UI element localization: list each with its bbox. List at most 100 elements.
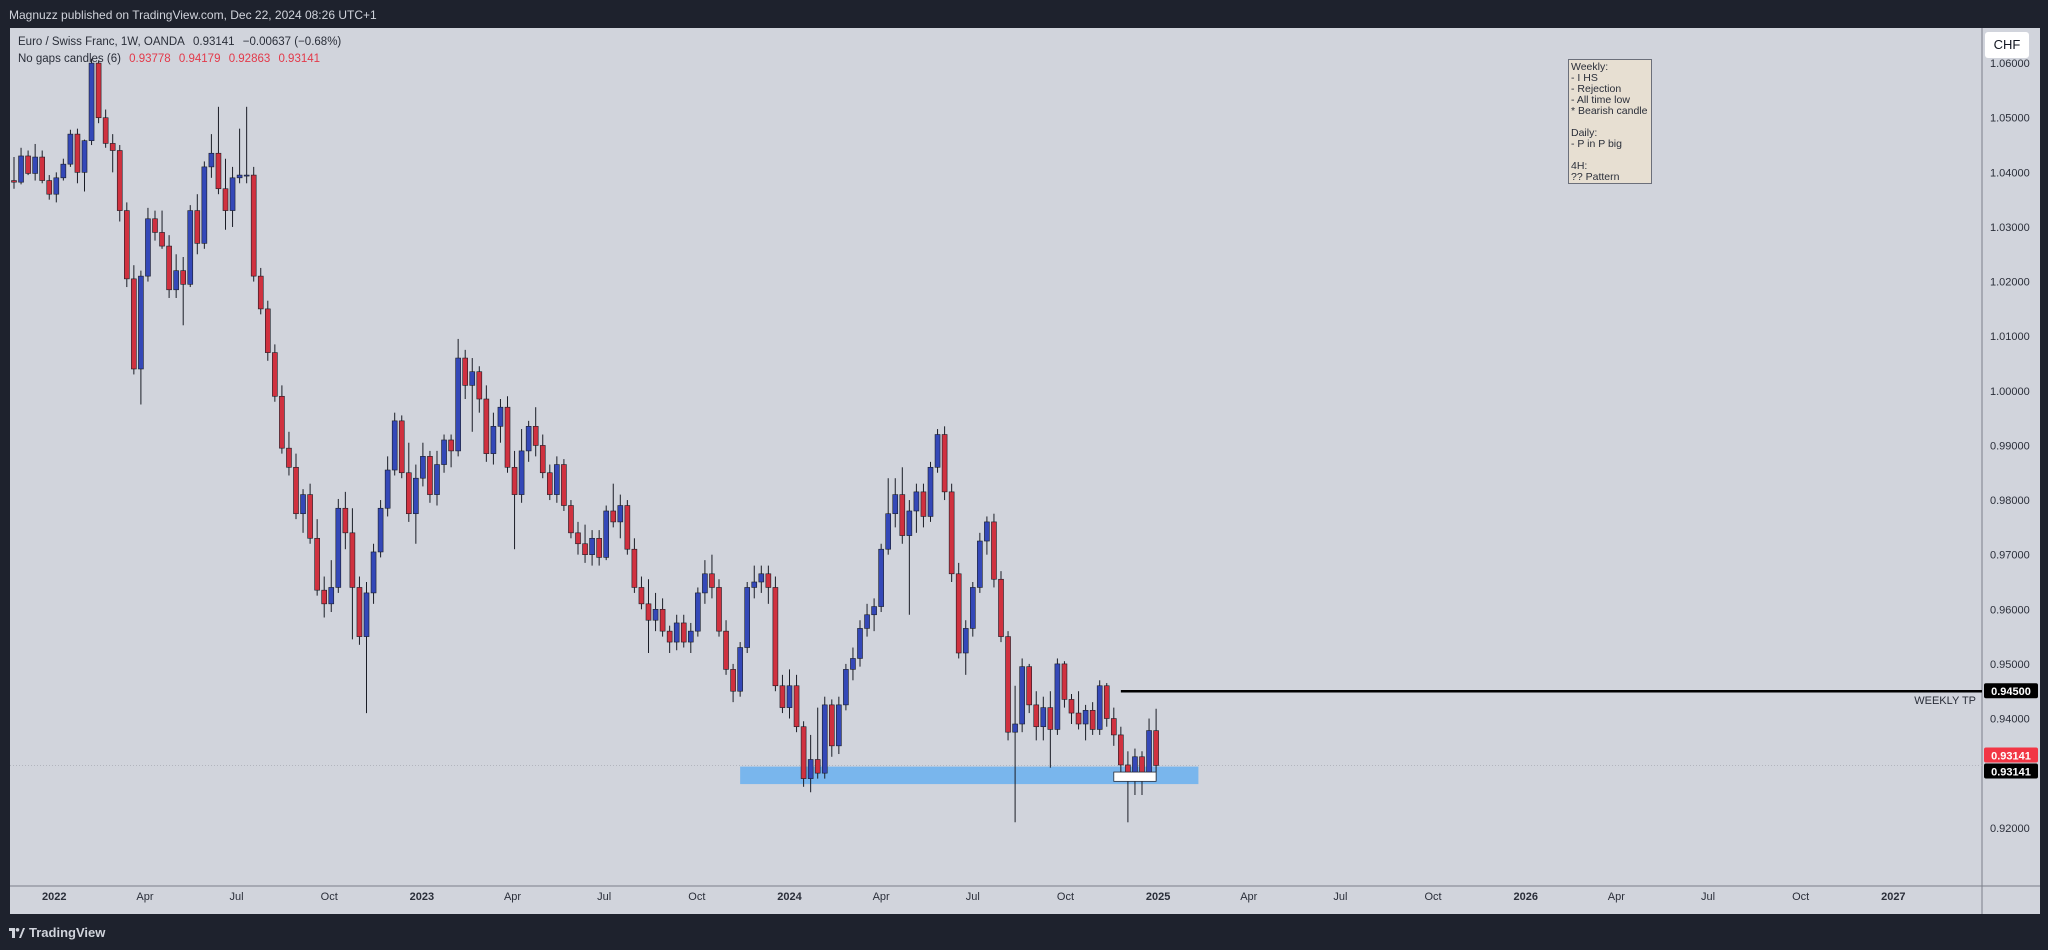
bullish-candle — [173, 270, 179, 291]
tp-price-label-box — [1984, 683, 2038, 699]
price-tick-label: 0.95000 — [1990, 659, 2030, 671]
price-tick-label: 0.97000 — [1990, 550, 2030, 562]
bullish-candle — [786, 685, 793, 708]
bearish-candle — [800, 726, 807, 779]
bearish-candle — [448, 439, 454, 452]
bearish-candle — [349, 532, 356, 588]
bullish-candle — [850, 658, 856, 670]
time-tick-label: Oct — [1425, 891, 1442, 903]
bearish-candle — [730, 669, 736, 692]
bearish-candle — [610, 510, 617, 523]
price-tick-label: 0.98000 — [1990, 495, 2030, 507]
bearish-candle — [166, 245, 172, 291]
bullish-candle — [962, 628, 969, 654]
time-tick-label: Oct — [321, 891, 338, 903]
bearish-candle — [779, 685, 786, 708]
bullish-candle — [695, 592, 701, 632]
bullish-candle — [843, 669, 849, 706]
bullish-candle — [420, 456, 426, 479]
bullish-candle — [977, 540, 983, 588]
time-tick-label: Oct — [1057, 891, 1074, 903]
bearish-candle — [109, 143, 116, 151]
symbol-name[interactable]: Euro / Swiss Franc, 1W, OANDA — [18, 36, 185, 48]
bearish-candle — [180, 270, 186, 285]
bearish-candle — [222, 188, 229, 211]
bearish-candle — [1068, 699, 1075, 714]
bearish-candle — [1061, 663, 1068, 700]
bullish-candle — [1054, 663, 1061, 730]
bullish-candle — [525, 426, 532, 452]
chart-legend: Euro / Swiss Franc, 1W, OANDA 0.93141 −0… — [18, 34, 346, 68]
brand-name: TradingView — [29, 925, 106, 940]
time-tick-label: Apr — [1608, 891, 1625, 903]
bullish-candle — [377, 507, 384, 553]
weekly-tp-label: WEEKLY TP — [1914, 695, 1976, 707]
bearish-candle — [659, 608, 666, 632]
bearish-candle — [1075, 712, 1082, 725]
tradingview-logo[interactable]: TradingView — [9, 925, 105, 940]
bearish-candle — [1111, 718, 1117, 736]
bearish-candle — [74, 133, 81, 173]
price-tick-label: 0.92000 — [1990, 823, 2030, 835]
bullish-candle — [554, 464, 560, 495]
bullish-candle — [758, 573, 765, 583]
bullish-candle — [603, 510, 610, 558]
bearish-candle — [286, 447, 292, 468]
time-tick-label: 2025 — [1146, 891, 1170, 903]
time-tick-label: 2024 — [777, 891, 802, 903]
bearish-candle — [215, 152, 222, 190]
bearish-candle — [539, 445, 546, 474]
chart-pane[interactable]: 1.06000 1.05000 1.04000 1.03000 1.02000 1.010… — [10, 28, 2040, 914]
bullish-candle — [652, 608, 659, 621]
bullish-candle — [335, 507, 342, 588]
time-tick-label: Apr — [504, 891, 521, 903]
time-tick-label: Jul — [1333, 891, 1347, 903]
time-tick-label: Apr — [1240, 891, 1257, 903]
bullish-candle — [702, 573, 708, 594]
bearish-candle — [427, 456, 433, 495]
time-tick-label: Jul — [597, 891, 611, 903]
bearish-candle — [920, 491, 927, 517]
bearish-candle — [152, 218, 158, 233]
bearish-candle — [899, 494, 906, 536]
bearish-candle — [680, 622, 687, 643]
bullish-candle — [328, 587, 335, 605]
bullish-candle — [1040, 707, 1047, 728]
time-tick-label: 2022 — [42, 891, 66, 903]
bearish-candle — [1139, 756, 1145, 774]
legend-indicator-row: No gaps candles (6) 0.93778 0.94179 0.92… — [18, 51, 346, 68]
bearish-candle — [257, 275, 264, 310]
bullish-candle — [892, 494, 899, 515]
bullish-candle — [617, 505, 624, 523]
close-price-label: 0.93141 — [1991, 766, 2031, 778]
bearish-candle — [828, 704, 835, 747]
bearish-candle — [568, 505, 574, 534]
bullish-candle — [363, 592, 370, 637]
bullish-candle — [737, 647, 743, 692]
indicator-name[interactable]: No gaps candles (6) — [18, 53, 121, 65]
price-tick-label: 0.94000 — [1990, 714, 2030, 726]
time-tick-label: 2023 — [410, 891, 434, 903]
bullish-candle — [60, 163, 67, 179]
candlestick-chart[interactable]: 1.06000 1.05000 1.04000 1.03000 1.02000 1.010… — [10, 28, 2040, 914]
indicator-low: 0.92863 — [228, 53, 271, 65]
bearish-candle — [95, 62, 102, 119]
bullish-candle — [1096, 685, 1103, 730]
bearish-candle — [342, 507, 349, 534]
bullish-candle — [1146, 730, 1152, 774]
bearish-candle — [765, 573, 772, 588]
bearish-candle — [645, 603, 652, 621]
support-zone — [740, 766, 1199, 785]
bullish-candle — [145, 218, 151, 277]
price-tick-label: 1.01000 — [1990, 331, 2030, 343]
analysis-note[interactable]: Weekly: - I HS - Rejection - All time lo… — [1568, 59, 1652, 184]
currency-button[interactable]: CHF — [1985, 32, 2029, 58]
bearish-candle — [483, 398, 490, 454]
bullish-candle — [927, 466, 934, 517]
price-tick-label: 1.00000 — [1990, 386, 2030, 398]
bearish-candle — [405, 472, 412, 515]
bullish-candle — [208, 152, 215, 168]
last-price: 0.93141 — [193, 36, 235, 48]
bearish-candle — [272, 352, 278, 397]
bearish-candle — [116, 150, 123, 211]
